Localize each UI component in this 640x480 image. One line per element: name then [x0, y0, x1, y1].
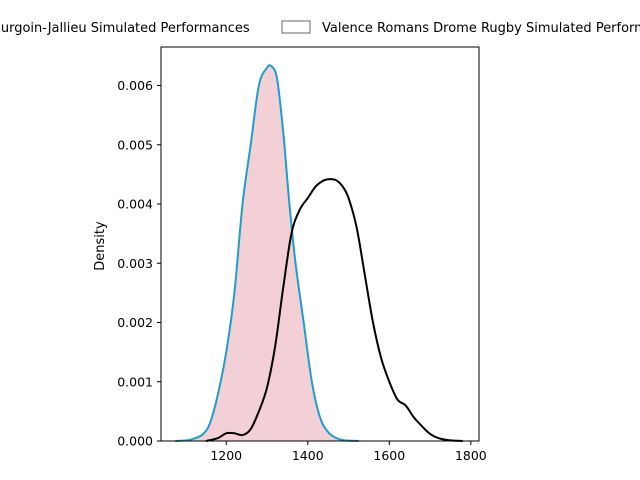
y-axis-label: Density [93, 221, 108, 271]
x-tick-label: 1600 [373, 448, 405, 463]
x-tick-label: 1800 [455, 448, 487, 463]
y-tick-label: 0.005 [117, 137, 153, 152]
y-tick-label: 0.000 [117, 434, 153, 449]
y-tick-label: 0.004 [117, 197, 153, 212]
density-line-valence [205, 178, 463, 442]
y-tick-label: 0.003 [117, 256, 153, 271]
y-axis: 0.000 0.001 0.002 0.003 0.004 0.005 0.006 [117, 78, 161, 449]
legend-swatch-valence [281, 20, 311, 34]
legend-label-bourgoin: Bourgoin-Jallieu Simulated Performances [0, 21, 250, 36]
x-tick-label: 1200 [210, 448, 242, 463]
series-layer [175, 64, 463, 442]
density-area-bourgoin [175, 65, 359, 442]
plot-frame [160, 46, 480, 442]
legend: Bourgoin-Jallieu Simulated Performances … [0, 20, 640, 36]
y-tick-label: 0.001 [117, 374, 153, 389]
y-tick-label: 0.006 [117, 78, 153, 93]
y-tick-label: 0.002 [117, 315, 153, 330]
legend-label-valence: Valence Romans Drome Rugby Simulated Per… [322, 21, 640, 36]
x-tick-label: 1400 [292, 448, 324, 463]
density-line-bourgoin [175, 64, 359, 442]
x-axis: 1200 1400 1600 1800 [210, 441, 487, 463]
